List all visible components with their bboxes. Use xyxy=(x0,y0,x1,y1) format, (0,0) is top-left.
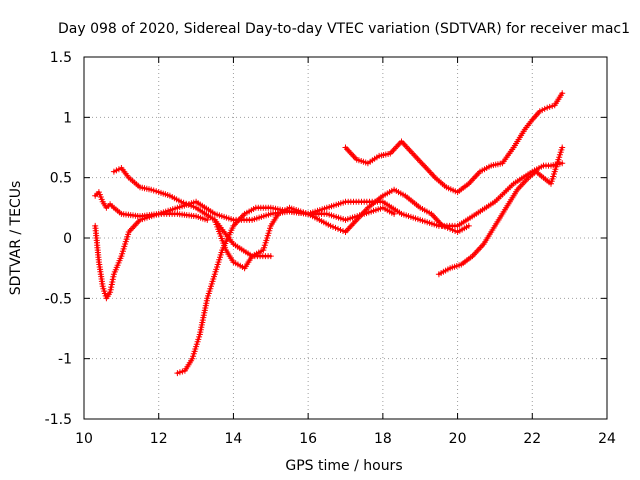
y-tick-label: 0.5 xyxy=(50,171,72,187)
y-axis-label: SDTVAR / TECUs xyxy=(8,181,24,296)
x-tick-label: 24 xyxy=(598,431,616,447)
series-layer xyxy=(92,90,566,377)
series-markers xyxy=(435,144,566,278)
x-axis-label: GPS time / hours xyxy=(285,458,402,474)
y-tick-label: -1 xyxy=(58,352,72,368)
series-sat-b xyxy=(92,210,211,302)
x-tick-label: 14 xyxy=(225,431,243,447)
x-tick-label: 10 xyxy=(75,431,93,447)
chart-title: Day 098 of 2020, Sidereal Day-to-day VTE… xyxy=(58,21,630,37)
y-tick-label: 0 xyxy=(63,231,72,247)
x-tick-label: 12 xyxy=(150,431,168,447)
y-tick-label: 1 xyxy=(63,110,72,126)
series-markers xyxy=(110,165,274,260)
x-tick-label: 18 xyxy=(374,431,392,447)
series-sat-c xyxy=(110,165,274,260)
series-sat-f xyxy=(435,144,566,278)
series-markers xyxy=(342,90,566,196)
series-sat-g xyxy=(211,186,472,272)
series-sat-e xyxy=(342,90,566,196)
series-markers xyxy=(92,210,211,302)
x-tick-label: 16 xyxy=(299,431,317,447)
y-tick-label: 1.5 xyxy=(50,50,72,66)
x-tick-label: 22 xyxy=(523,431,541,447)
x-tick-label: 20 xyxy=(449,431,467,447)
y-tick-label: -1.5 xyxy=(45,412,72,428)
series-markers xyxy=(211,186,472,272)
y-tick-label: -0.5 xyxy=(45,291,72,307)
tick-layer: 10 12 14 16 18 20 22 24 -1.5 -1 -0.5 0 0.5 1 1.5 xyxy=(45,50,616,447)
